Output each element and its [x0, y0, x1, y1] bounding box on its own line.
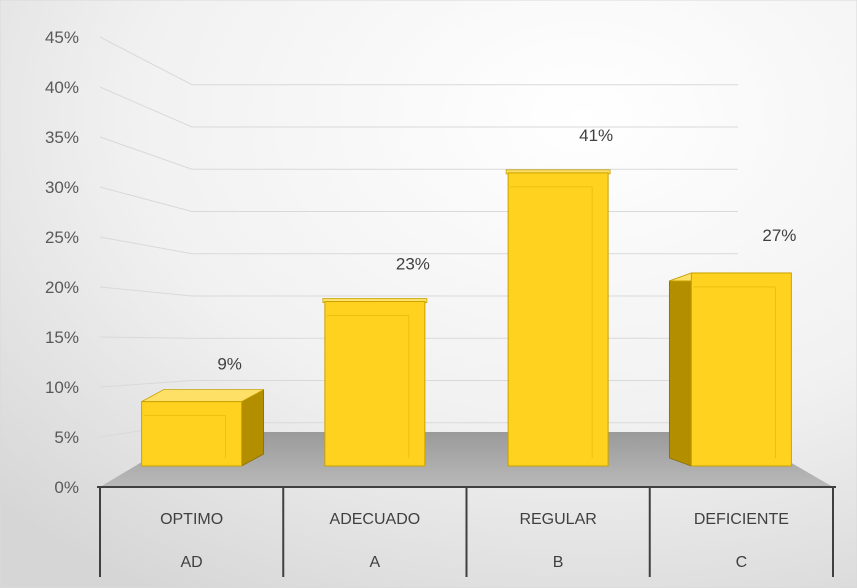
bar [505, 169, 611, 467]
chart-floor [100, 432, 833, 487]
data-label: 9% [217, 355, 242, 374]
gridline [99, 36, 738, 86]
y-tick-label: 30% [45, 178, 79, 197]
bar-side [668, 272, 692, 467]
category-code-label: B [553, 554, 564, 571]
bar-front [324, 301, 426, 467]
bar [141, 388, 265, 467]
y-tick-label: 45% [45, 28, 79, 47]
y-tick-label: 35% [45, 128, 79, 147]
category-code-label: A [370, 554, 381, 571]
category-code-label: AD [181, 554, 203, 571]
gridline [99, 136, 738, 170]
y-tick-label: 5% [54, 428, 79, 447]
y-tick-label: 0% [54, 478, 79, 497]
y-tick-label: 15% [45, 328, 79, 347]
y-tick-label: 25% [45, 228, 79, 247]
bar [322, 298, 428, 467]
y-tick-label: 10% [45, 378, 79, 397]
category-label: DEFICIENTE [694, 511, 789, 528]
bar [668, 272, 792, 467]
bar-front [507, 172, 609, 467]
data-label: 41% [579, 126, 613, 145]
bar-front [690, 272, 792, 467]
category-label: REGULAR [519, 511, 596, 528]
gridline [99, 86, 738, 128]
category-label: ADECUADO [330, 511, 421, 528]
y-tick-label: 40% [45, 78, 79, 97]
bar-front [141, 401, 243, 467]
bar-side [241, 388, 265, 467]
category-label: OPTIMO [160, 511, 223, 528]
data-label: 23% [396, 255, 430, 274]
y-tick-label: 20% [45, 278, 79, 297]
data-label: 27% [762, 226, 796, 245]
category-code-label: C [736, 554, 748, 571]
bar-top [141, 389, 264, 403]
